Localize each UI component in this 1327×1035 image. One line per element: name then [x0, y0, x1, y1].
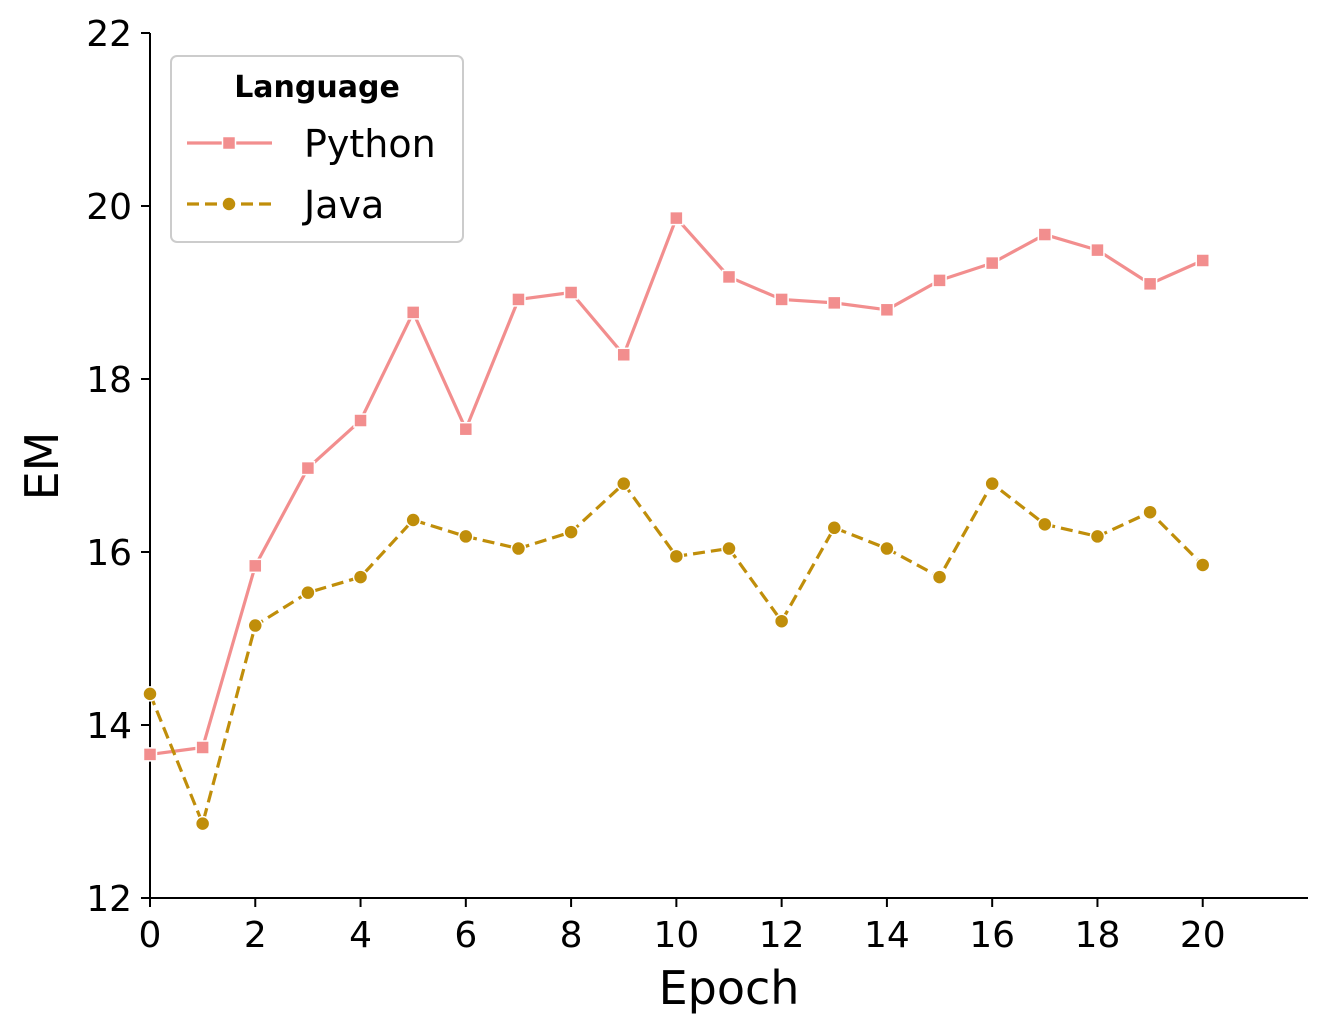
legend: Language Python Java	[170, 55, 464, 243]
data-point-python	[353, 413, 368, 428]
data-point-java	[721, 540, 737, 557]
legend-item-python: Python	[187, 122, 436, 166]
data-point-python	[984, 255, 1000, 271]
data-point-python	[1195, 253, 1210, 268]
legend-frame	[170, 55, 464, 243]
series-line-python	[149, 216, 1204, 756]
data-point-java	[352, 569, 369, 585]
data-point-python	[563, 285, 579, 300]
series-java	[142, 475, 1211, 832]
legend-entries: Python Java	[187, 122, 436, 227]
data-point-python	[511, 292, 526, 307]
y-axis-title: EM	[15, 432, 69, 501]
data-point-python	[300, 460, 316, 476]
x-tick-label: 4	[349, 915, 372, 956]
x-tick-label: 12	[759, 915, 805, 956]
legend-marker-python	[221, 135, 237, 151]
data-point-java	[458, 528, 474, 545]
series-line-java	[148, 482, 1204, 826]
series-layer	[142, 210, 1211, 832]
data-point-java	[563, 524, 579, 540]
x-tick-label: 18	[1075, 915, 1121, 956]
x-tick-label: 0	[139, 915, 162, 956]
data-point-python	[405, 305, 421, 320]
data-point-python	[932, 273, 947, 288]
data-point-java	[668, 548, 685, 565]
data-point-python	[879, 302, 895, 318]
data-point-java	[984, 475, 1000, 492]
data-point-java	[405, 512, 421, 528]
data-point-python	[142, 747, 158, 762]
series-python	[142, 210, 1210, 762]
data-point-java	[773, 613, 790, 629]
x-tick-label: 2	[244, 915, 267, 956]
data-point-python	[616, 347, 631, 363]
data-point-java	[1037, 516, 1053, 533]
data-point-python	[248, 558, 263, 574]
data-point-python	[669, 210, 684, 226]
y-tick-label: 22	[86, 14, 132, 55]
data-point-java	[1142, 504, 1158, 520]
data-point-python	[721, 269, 737, 285]
legend-item-java: Java	[187, 183, 384, 227]
data-point-java	[931, 569, 948, 585]
data-point-java	[615, 475, 632, 492]
x-tick-label: 10	[653, 915, 699, 956]
y-tick-label: 16	[86, 533, 132, 574]
data-point-java	[247, 617, 264, 634]
data-point-java	[142, 686, 158, 702]
ticks: 0 2 4 6 8 10 12 14 16 18 20 12 14 16 18 20 22	[86, 14, 1225, 956]
data-point-python	[458, 421, 474, 437]
x-axis-title: Epoch	[659, 961, 800, 1015]
x-tick-label: 20	[1180, 915, 1226, 956]
data-point-python	[195, 740, 210, 755]
data-point-python	[1037, 227, 1053, 242]
y-tick-label: 12	[86, 879, 132, 920]
y-tick-label: 18	[86, 360, 132, 401]
data-point-python	[1142, 276, 1158, 292]
x-tick-label: 6	[454, 915, 477, 956]
data-point-python	[1090, 242, 1105, 258]
data-point-java	[194, 815, 211, 832]
data-point-java	[300, 584, 316, 601]
data-point-java	[1194, 557, 1211, 573]
legend-title: Language	[234, 70, 400, 105]
legend-label-python: Python	[304, 122, 436, 166]
data-point-python	[774, 292, 789, 307]
x-tick-label: 14	[864, 915, 910, 956]
x-tick-label: 8	[560, 915, 583, 956]
legend-label-java: Java	[302, 183, 384, 227]
data-point-java	[1089, 528, 1106, 545]
y-tick-label: 20	[86, 187, 132, 228]
legend-marker-java	[221, 196, 237, 212]
data-point-python	[827, 295, 842, 311]
data-point-java	[510, 540, 527, 557]
x-tick-label: 16	[969, 915, 1015, 956]
data-point-java	[879, 540, 895, 557]
y-tick-label: 14	[86, 706, 132, 747]
data-point-java	[826, 520, 843, 536]
